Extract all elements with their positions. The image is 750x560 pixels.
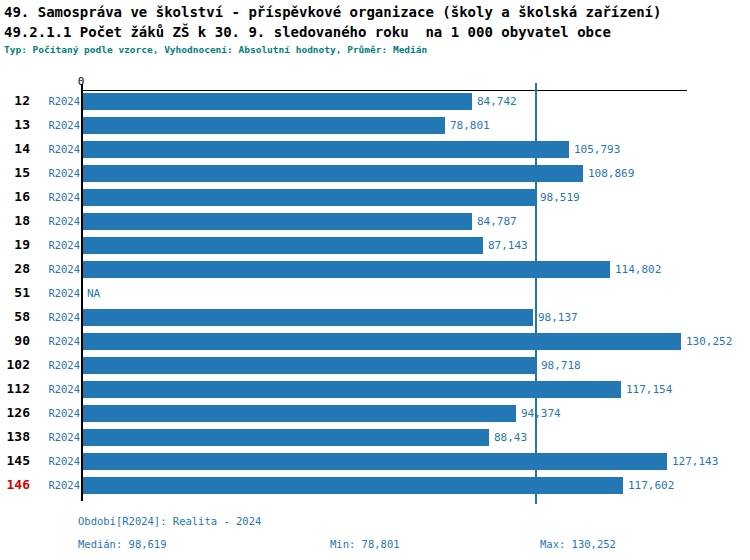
row-category-label: 58 <box>0 309 30 324</box>
chart-row: 14 R2024 105,793 <box>0 138 750 162</box>
row-period-label: R2024 <box>36 359 80 371</box>
row-value-label: 105,793 <box>574 143 620 156</box>
row-period-label: R2024 <box>36 407 80 419</box>
chart-row: 19 R2024 87,143 <box>0 234 750 258</box>
row-value-label: 117,602 <box>628 479 674 492</box>
chart-row: 18 R2024 84,787 <box>0 210 750 234</box>
chart-row: 145 R2024 127,143 <box>0 450 750 474</box>
value-bar <box>83 93 472 110</box>
chart-row: 146 R2024 117,602 <box>0 474 750 498</box>
row-category-label: 14 <box>0 141 30 156</box>
chart-row: 58 R2024 98,137 <box>0 306 750 330</box>
row-value-label: 78,801 <box>450 119 490 132</box>
row-period-label: R2024 <box>36 215 80 227</box>
value-bar <box>83 261 610 278</box>
row-value-label: 84,787 <box>477 215 517 228</box>
value-bar <box>83 141 569 158</box>
chart-row: 16 R2024 98,519 <box>0 186 750 210</box>
row-category-label: 90 <box>0 333 30 348</box>
row-category-label: 126 <box>0 405 30 420</box>
row-category-label: 13 <box>0 117 30 132</box>
footer-median-label: Medián: 98,619 <box>78 538 167 550</box>
chart-row: 90 R2024 130,252 <box>0 330 750 354</box>
row-period-label: R2024 <box>36 239 80 251</box>
value-bar <box>83 165 583 182</box>
value-bar <box>83 453 667 470</box>
footer-min-label: Min: 78,801 <box>330 538 400 550</box>
chart-row: 13 R2024 78,801 <box>0 114 750 138</box>
row-category-label: 16 <box>0 189 30 204</box>
row-value-label: 98,718 <box>541 359 581 372</box>
row-value-label: 114,802 <box>615 263 661 276</box>
row-category-label: 112 <box>0 381 30 396</box>
value-bar <box>83 213 472 230</box>
row-category-label: 102 <box>0 357 30 372</box>
chart-row: 12 R2024 84,742 <box>0 90 750 114</box>
value-bar <box>83 189 535 206</box>
row-period-label: R2024 <box>36 191 80 203</box>
chart-row: 28 R2024 114,802 <box>0 258 750 282</box>
row-category-label: 18 <box>0 213 30 228</box>
value-bar <box>83 381 621 398</box>
chart-row: 138 R2024 88,43 <box>0 426 750 450</box>
row-period-label: R2024 <box>36 311 80 323</box>
row-value-label: 87,143 <box>488 239 528 252</box>
row-category-label: 51 <box>0 285 30 300</box>
row-period-label: R2024 <box>36 455 80 467</box>
chart-row: 15 R2024 108,869 <box>0 162 750 186</box>
chart-row: 102 R2024 98,718 <box>0 354 750 378</box>
bar-rows: 12 R2024 84,742 13 R2024 78,801 14 R2024 105,793… <box>0 90 750 500</box>
value-bar <box>83 405 516 422</box>
row-period-label: R2024 <box>36 95 80 107</box>
row-category-label: 19 <box>0 237 30 252</box>
row-value-label: 84,742 <box>477 95 517 108</box>
row-period-label: R2024 <box>36 143 80 155</box>
row-na-label: NA <box>87 287 100 300</box>
row-period-label: R2024 <box>36 335 80 347</box>
row-period-label: R2024 <box>36 119 80 131</box>
value-bar <box>83 117 445 134</box>
row-category-label: 145 <box>0 453 30 468</box>
row-category-label: 28 <box>0 261 30 276</box>
value-bar <box>83 237 483 254</box>
row-category-label: 12 <box>0 93 30 108</box>
chart-row: 112 R2024 117,154 <box>0 378 750 402</box>
value-bar <box>83 333 681 350</box>
row-period-label: R2024 <box>36 287 80 299</box>
footer-max-label: Max: 130,252 <box>540 538 616 550</box>
row-value-label: 94,374 <box>521 407 561 420</box>
row-category-label: 15 <box>0 165 30 180</box>
value-bar <box>83 357 536 374</box>
chart-row: 51 R2024 NA <box>0 282 750 306</box>
row-value-label: 98,519 <box>540 191 580 204</box>
row-value-label: 130,252 <box>686 335 732 348</box>
chart-row: 126 R2024 94,374 <box>0 402 750 426</box>
row-value-label: 88,43 <box>494 431 527 444</box>
row-value-label: 127,143 <box>672 455 718 468</box>
footer-period-label: Období[R2024]: Realita - 2024 <box>78 515 261 527</box>
value-bar <box>83 309 533 326</box>
bar-chart-plot: 0 12R202484,74213R202478,80114R2024105,7… <box>0 0 750 560</box>
row-period-label: R2024 <box>36 479 80 491</box>
row-period-label: R2024 <box>36 431 80 443</box>
row-value-label: 108,869 <box>588 167 634 180</box>
row-period-label: R2024 <box>36 167 80 179</box>
value-bar <box>83 477 623 494</box>
row-value-label: 117,154 <box>626 383 672 396</box>
row-category-label: 138 <box>0 429 30 444</box>
row-category-label: 146 <box>0 477 30 492</box>
row-period-label: R2024 <box>36 263 80 275</box>
row-period-label: R2024 <box>36 383 80 395</box>
value-bar <box>83 429 489 446</box>
indicator-bar-chart-window: 49. Samospráva ve školství - příspěvkové… <box>0 0 750 560</box>
row-value-label: 98,137 <box>538 311 578 324</box>
